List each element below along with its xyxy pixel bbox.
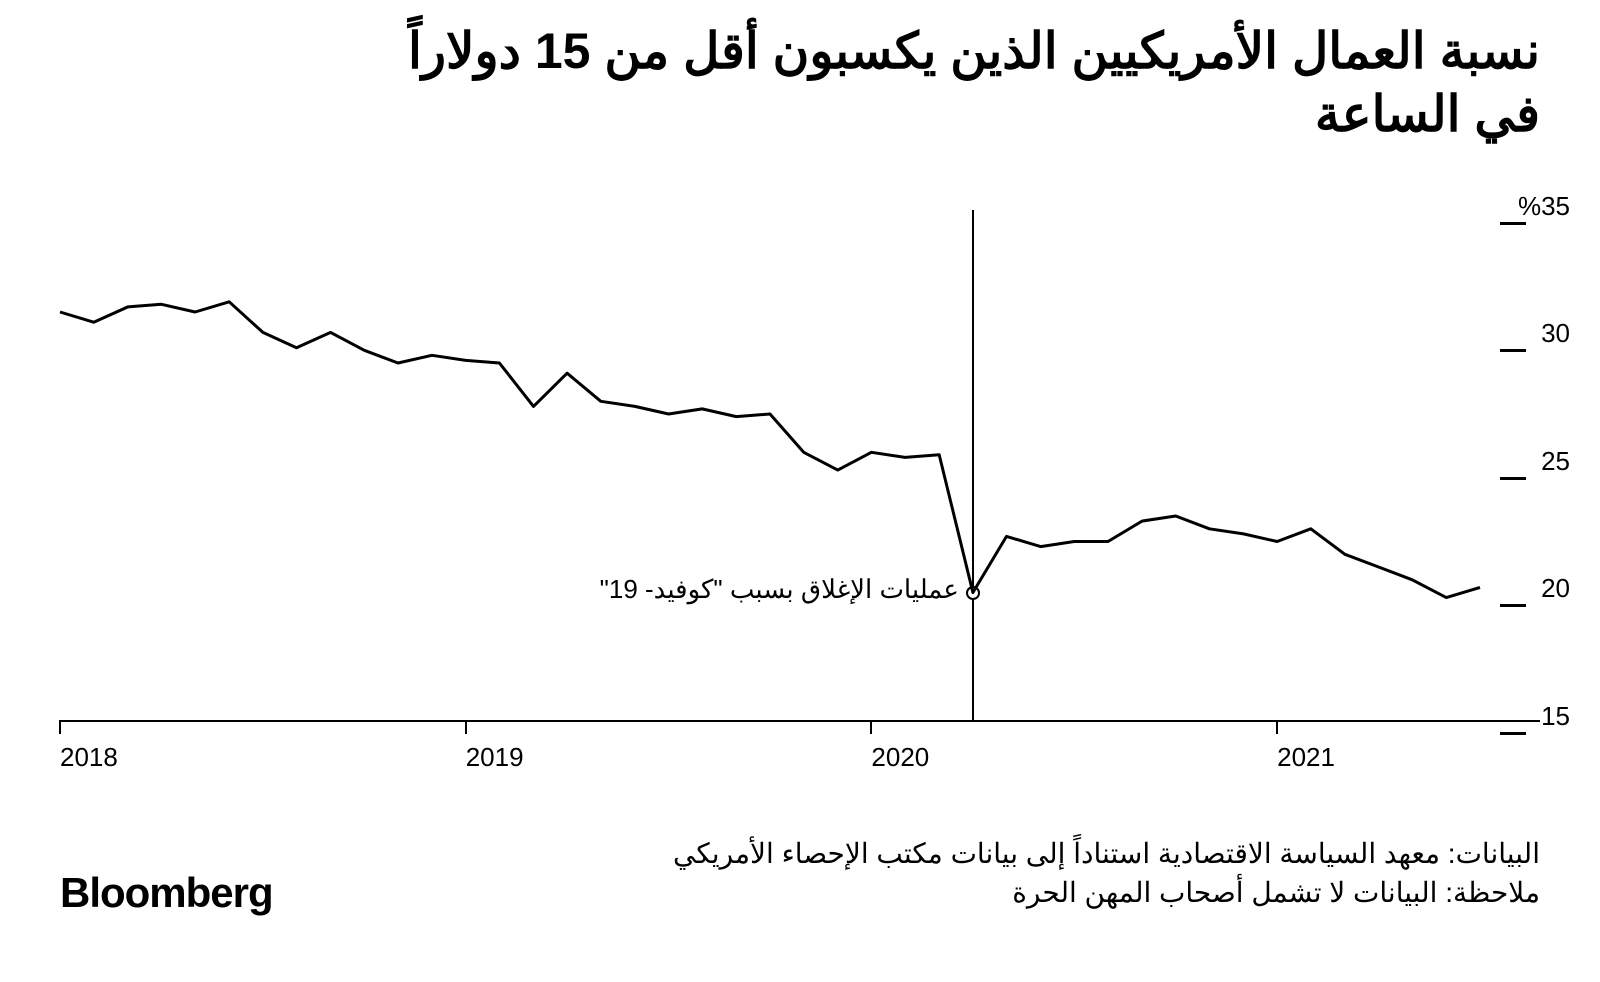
data-line bbox=[60, 302, 1480, 598]
bloomberg-logo: Bloomberg bbox=[60, 869, 273, 917]
chart-container: { "title": "نسبة العمال الأمريكيين الذين… bbox=[0, 0, 1600, 982]
source-line: البيانات: معهد السياسة الاقتصادية استناد… bbox=[480, 834, 1540, 873]
source-text: البيانات: معهد السياسة الاقتصادية استناد… bbox=[480, 834, 1540, 912]
note-line: ملاحظة: البيانات لا تشمل أصحاب المهن الح… bbox=[480, 873, 1540, 912]
